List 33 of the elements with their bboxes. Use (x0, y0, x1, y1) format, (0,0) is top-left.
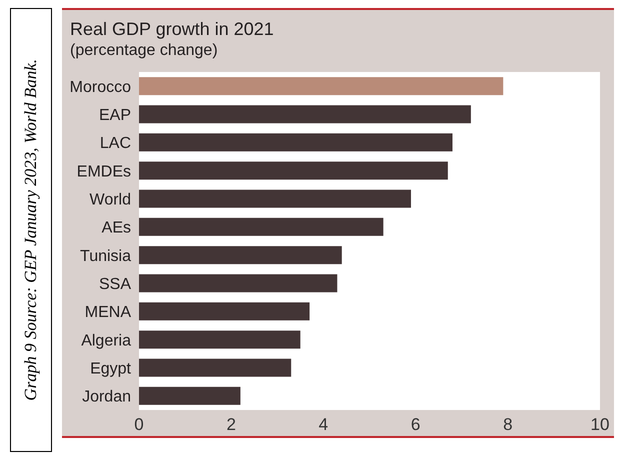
x-tick-label: 6 (410, 415, 420, 434)
x-tick-label: 0 (134, 415, 144, 434)
y-tick-label: LAC (100, 135, 131, 152)
bar (139, 218, 384, 236)
y-tick-label: Egypt (90, 360, 132, 378)
bar (139, 190, 411, 208)
bar (139, 302, 310, 320)
bar (139, 133, 452, 152)
y-tick-label: EAP (98, 106, 131, 124)
y-tick-label: Jordan (82, 388, 131, 406)
y-tick-label: EMDEs (76, 163, 131, 180)
bar (139, 330, 300, 349)
bar (139, 162, 448, 180)
y-tick-label: AEs (102, 220, 131, 237)
bar (139, 105, 471, 124)
bar (139, 386, 240, 405)
x-tick-label: 8 (503, 415, 513, 434)
bar (139, 358, 292, 377)
bar (139, 77, 504, 96)
y-tick-label: Algeria (81, 332, 132, 350)
x-tick-label: 4 (318, 415, 328, 434)
y-tick-label: Morocco (70, 78, 132, 96)
chart-title: Real GDP growth in 2021 (70, 18, 274, 40)
y-tick-label: World (90, 191, 131, 208)
chart-subtitle: (percentage change) (70, 41, 219, 61)
y-tick-label: Tunisia (80, 248, 132, 265)
bar (139, 246, 342, 264)
caption: Graph 9 Source: GEP January 2023, World Bank. (21, 59, 40, 401)
x-tick-label: 2 (226, 415, 236, 434)
y-tick-label: SSA (98, 276, 132, 293)
bar (139, 274, 338, 292)
y-tick-label: MENA (84, 304, 132, 322)
x-tick-label: 10 (590, 415, 610, 434)
